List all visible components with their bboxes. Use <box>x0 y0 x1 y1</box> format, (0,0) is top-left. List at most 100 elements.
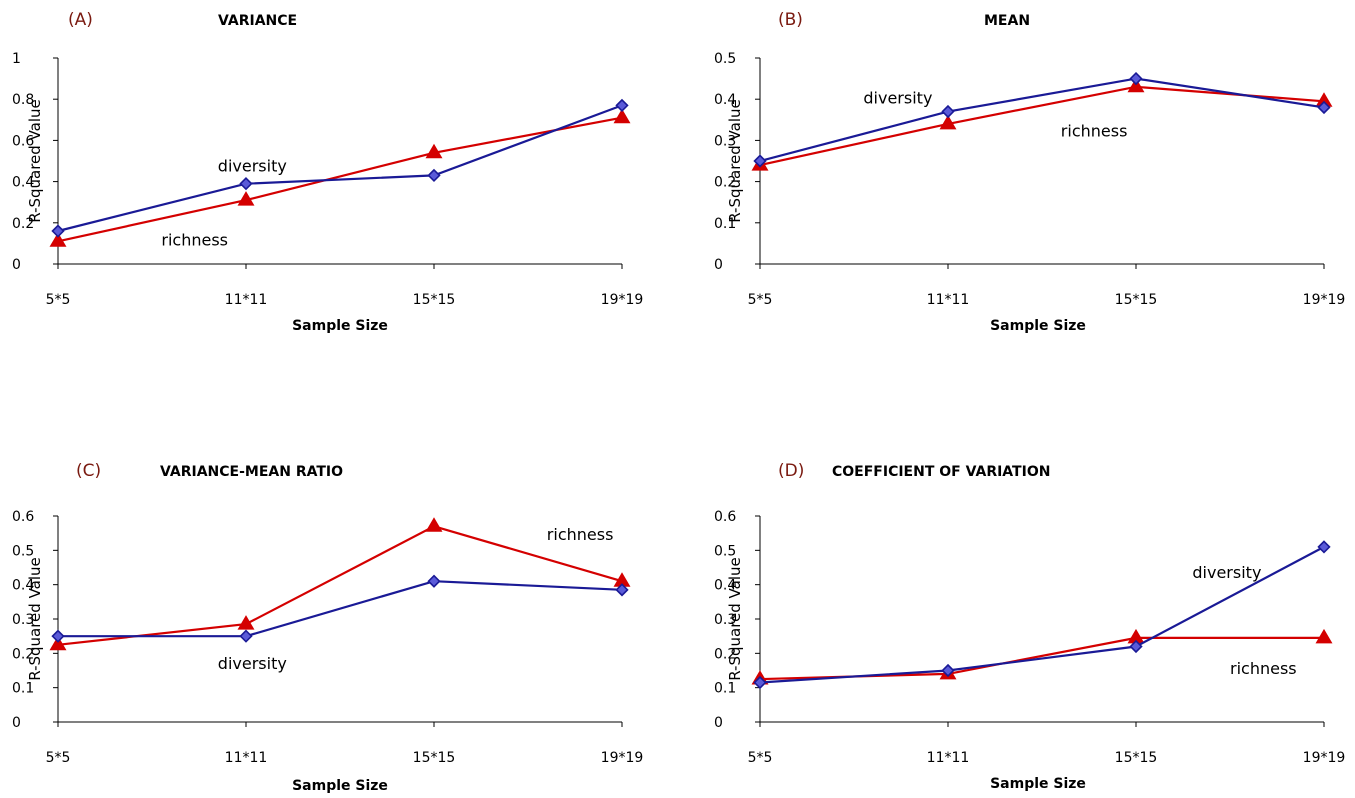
x-tick-label: 19*19 <box>601 750 644 766</box>
y-tick-label: 0.1 <box>12 681 34 697</box>
diversity-data-point <box>51 629 65 643</box>
y-tick-label: 0 <box>12 257 21 273</box>
richness-annotation: richness <box>161 230 228 249</box>
y-tick-label: 0.4 <box>714 92 736 108</box>
x-tick-label: 11*11 <box>225 750 268 766</box>
richness-series-line <box>57 525 623 646</box>
diversity-series-line <box>759 545 1325 684</box>
x-tick-label: 5*5 <box>46 750 71 766</box>
diversity-series-line <box>57 104 623 233</box>
x-tick-label: 19*19 <box>601 292 644 308</box>
richness-data-point <box>613 108 631 124</box>
richness-data-point <box>237 191 255 206</box>
y-axis-label: R-Squared Value <box>726 557 744 681</box>
y-axis-label: R-Squared Value <box>726 99 744 223</box>
panel-letter: (C) <box>76 461 101 481</box>
diversity-data-point <box>1317 100 1331 115</box>
x-tick-label: 5*5 <box>748 750 773 766</box>
diversity-data-point <box>753 154 767 168</box>
y-tick-label: 0.2 <box>12 646 34 662</box>
x-tick-label: 15*15 <box>1115 750 1158 766</box>
chart-panel: (D) COEFFICIENT OF VARIATION 0 0.1 0.2 0.3 0.4… <box>714 461 1345 792</box>
richness-data-point <box>237 615 255 630</box>
y-tick-label: 0.3 <box>714 133 736 149</box>
diversity-data-point <box>1129 639 1143 654</box>
x-tick-label: 15*15 <box>413 292 456 308</box>
y-tick-label: 0.4 <box>12 175 34 191</box>
y-tick-label: 0.4 <box>12 578 34 594</box>
x-tick-label: 15*15 <box>413 750 456 766</box>
x-tick-label: 5*5 <box>748 292 773 308</box>
x-axis-label: Sample Size <box>990 776 1086 792</box>
richness-data-point <box>425 517 443 532</box>
y-tick-label: 0 <box>714 715 723 731</box>
richness-series-line <box>57 116 623 243</box>
panel-letter: (D) <box>778 461 804 481</box>
y-tick-label: 0.5 <box>714 543 736 559</box>
diversity-data-point <box>239 629 253 643</box>
diversity-data-point <box>51 224 65 238</box>
y-tick-label: 1 <box>12 51 21 67</box>
y-tick-label: 0.2 <box>714 646 736 662</box>
y-tick-label: 0.6 <box>12 509 34 525</box>
x-axis-label: Sample Size <box>990 318 1086 334</box>
richness-annotation: richness <box>547 525 614 544</box>
y-tick-label: 0.3 <box>714 612 736 628</box>
y-tick-label: 0 <box>714 257 723 273</box>
richness-data-point <box>49 635 67 651</box>
diversity-series-line <box>58 580 623 638</box>
chart-panel: (B) MEAN 0 0.1 0.2 0.3 0.4 0.5 5*5 11*11 15*15 19*1… <box>714 10 1345 334</box>
panel-title: VARIANCE-MEAN RATIO <box>160 464 343 480</box>
y-tick-label: 0.1 <box>714 216 736 232</box>
richness-annotation: richness <box>1230 659 1297 678</box>
y-tick-label: 0.6 <box>714 509 736 525</box>
y-axis-label: R-Squared Value <box>26 557 44 681</box>
y-tick-label: 0.5 <box>12 543 34 559</box>
richness-series-line <box>759 85 1325 167</box>
richness-data-point <box>49 232 67 247</box>
x-tick-label: 15*15 <box>1115 292 1158 308</box>
x-tick-label: 11*11 <box>225 292 268 308</box>
diversity-annotation: diversity <box>218 156 287 175</box>
diversity-data-point <box>615 98 629 113</box>
y-tick-label: 0.1 <box>714 681 736 697</box>
y-tick-label: 0.8 <box>12 92 34 108</box>
y-tick-label: 0.5 <box>714 51 736 67</box>
x-tick-label: 11*11 <box>927 292 970 308</box>
diversity-annotation: diversity <box>1192 563 1261 582</box>
panel-title: COEFFICIENT OF VARIATION <box>832 464 1050 480</box>
panel-title: VARIANCE <box>218 13 297 29</box>
x-axis-label: Sample Size <box>292 778 388 794</box>
richness-data-point <box>1315 628 1333 644</box>
diversity-data-point <box>239 177 253 191</box>
x-axis-label: Sample Size <box>292 318 388 334</box>
y-tick-label: 0.2 <box>714 175 736 191</box>
panel-letter: (B) <box>778 10 803 30</box>
diversity-annotation: diversity <box>218 654 287 673</box>
diversity-annotation: diversity <box>863 88 932 107</box>
richness-data-point <box>939 114 957 130</box>
diversity-data-point <box>753 675 767 690</box>
richness-annotation: richness <box>1061 121 1128 140</box>
diversity-data-point <box>1129 71 1143 86</box>
y-tick-label: 0.3 <box>12 612 34 628</box>
chart-panel: (A) VARIANCE 0 0.2 0.4 0.6 0.8 1 5*5 11*11 15*15 19… <box>12 10 643 334</box>
x-tick-label: 5*5 <box>46 292 71 308</box>
y-tick-label: 0.6 <box>12 133 34 149</box>
chart-panel: (C) VARIANCE-MEAN RATIO 0 0.1 0.2 0.3 0.4 0.5 0.… <box>12 461 643 794</box>
x-tick-label: 19*19 <box>1303 292 1346 308</box>
y-tick-label: 0.2 <box>12 216 34 232</box>
diversity-data-point <box>1317 540 1331 554</box>
diversity-data-point <box>615 583 629 597</box>
diversity-data-point <box>941 104 955 119</box>
y-tick-label: 0.4 <box>714 578 736 594</box>
panel-title: MEAN <box>984 13 1030 29</box>
richness-data-point <box>425 143 443 159</box>
y-tick-label: 0 <box>12 715 21 731</box>
diversity-data-point <box>427 574 441 588</box>
diversity-series-line <box>759 77 1325 163</box>
diversity-data-point <box>941 663 955 678</box>
y-axis-label: R-Squared Value <box>26 99 44 223</box>
richness-data-point <box>1127 77 1145 93</box>
